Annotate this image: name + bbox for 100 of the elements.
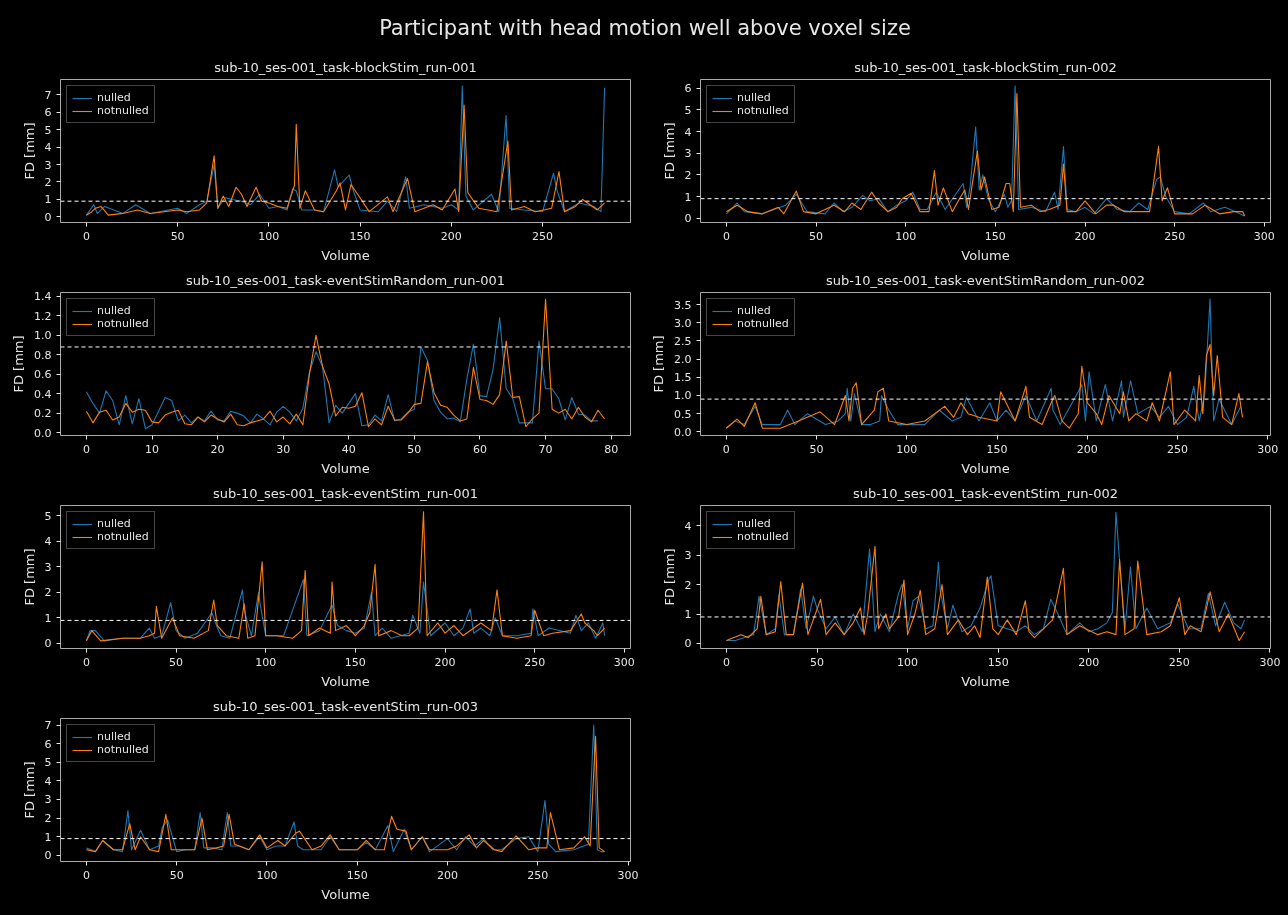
x-axis-title: Volume (961, 247, 1010, 263)
y-tick-label: 1 (684, 190, 692, 204)
legend-label: notnulled (737, 317, 789, 330)
y-tick-label: 0 (44, 210, 52, 224)
y-axis-title: FD [mm] (21, 761, 37, 819)
y-tick-label: 1 (44, 611, 52, 625)
legend-label: nulled (737, 304, 771, 317)
x-tick-label: 0 (722, 655, 730, 669)
y-tick-label: 5 (44, 756, 52, 770)
x-tick-label: 150 (987, 655, 1009, 669)
x-tick-label: 100 (897, 655, 919, 669)
x-tick-label: 250 (1167, 442, 1189, 456)
x-tick-label: 150 (349, 229, 371, 243)
x-tick-label: 200 (1078, 655, 1100, 669)
line-series (725, 545, 1246, 642)
x-tick-label: 50 (810, 655, 824, 669)
x-tick-label: 150 (346, 868, 368, 882)
x-tick-label: 200 (434, 655, 456, 669)
chart-title: sub-10_ses-001_task-eventStim_run-001 (212, 485, 479, 501)
x-axis-title: Volume (321, 247, 370, 263)
x-tick-label: 80 (604, 442, 619, 456)
y-tick-label: 1 (44, 830, 52, 844)
x-tick-label: 100 (896, 442, 918, 456)
y-tick-label: 0.2 (34, 407, 52, 421)
x-tick-label: 300 (1259, 655, 1281, 669)
y-axis-title: FD [mm] (21, 548, 37, 606)
x-tick-label: 200 (440, 229, 462, 243)
y-tick-label: 3 (44, 793, 52, 807)
y-tick-label: 4 (44, 141, 52, 155)
y-tick-label: 1.2 (34, 309, 52, 323)
x-tick-label: 200 (1076, 442, 1098, 456)
x-tick-label: 50 (407, 442, 422, 456)
chart-title: sub-10_ses-001_task-eventStim_run-002 (852, 485, 1119, 501)
y-tick-label: 1.4 (34, 290, 52, 304)
y-tick-label: 0.0 (674, 425, 692, 439)
legend-label: nulled (97, 91, 131, 104)
legend-label: nulled (737, 91, 771, 104)
y-tick-label: 0 (44, 849, 52, 863)
x-axis-title: Volume (961, 673, 1010, 689)
x-tick-label: 150 (986, 442, 1008, 456)
chart-title: sub-10_ses-001_task-blockStim_run-002 (854, 59, 1117, 75)
y-tick-label: 2 (684, 168, 692, 182)
y-tick-label: 0.6 (34, 368, 52, 382)
x-tick-label: 0 (82, 655, 90, 669)
chart-title: sub-10_ses-001_task-blockStim_run-001 (214, 59, 477, 75)
y-tick-label: 2.5 (674, 334, 692, 348)
legend-label: notnulled (737, 104, 789, 117)
x-tick-label: 250 (524, 655, 546, 669)
y-tick-label: 4 (44, 535, 52, 549)
y-tick-label: 0 (684, 637, 692, 651)
x-tick-label: 0 (82, 442, 90, 456)
y-tick-label: 1.0 (674, 389, 692, 403)
x-tick-label: 250 (1164, 229, 1186, 243)
x-tick-label: 250 (532, 229, 554, 243)
x-tick-label: 0 (722, 442, 730, 456)
line-series (85, 579, 606, 642)
y-tick-label: 7 (44, 88, 52, 102)
x-tick-label: 0 (82, 229, 90, 243)
legend-label: nulled (97, 517, 131, 530)
y-tick-label: 2 (44, 586, 52, 600)
y-tick-label: 6 (44, 737, 52, 751)
x-tick-label: 100 (895, 229, 917, 243)
x-axis-title: Volume (961, 460, 1010, 476)
y-tick-label: 3.0 (674, 316, 692, 330)
y-tick-label: 3 (44, 158, 52, 172)
y-tick-label: 0.5 (674, 407, 692, 421)
line-series (725, 343, 1244, 429)
x-tick-label: 200 (1074, 229, 1096, 243)
x-axis-title: Volume (321, 673, 370, 689)
y-tick-label: 0 (684, 212, 692, 226)
y-tick-label: 1 (684, 608, 692, 621)
x-tick-label: 50 (170, 229, 185, 243)
legend-label: notnulled (97, 530, 149, 543)
line-series (85, 511, 606, 642)
y-tick-label: 5 (44, 123, 52, 137)
y-tick-label: 6 (684, 82, 692, 96)
y-axis-title: FD [mm] (661, 548, 677, 606)
x-tick-label: 30 (276, 442, 291, 456)
y-tick-label: 2.0 (674, 353, 692, 367)
y-tick-label: 5 (684, 103, 692, 117)
x-tick-label: 300 (617, 868, 639, 882)
legend-label: nulled (737, 517, 771, 530)
y-tick-label: 0.8 (34, 348, 52, 362)
x-tick-label: 50 (809, 229, 824, 243)
x-tick-label: 150 (344, 655, 366, 669)
y-tick-label: 7 (44, 719, 52, 733)
chart-title: sub-10_ses-001_task-eventStim_run-003 (212, 698, 479, 714)
y-tick-label: 4 (684, 519, 692, 533)
x-tick-label: 150 (984, 229, 1006, 243)
x-tick-label: 20 (210, 442, 225, 456)
x-tick-label: 200 (437, 868, 459, 882)
text: Participant with head motion well above voxel size (379, 15, 911, 42)
y-tick-label: 0.4 (34, 387, 52, 401)
y-tick-label: 2 (44, 175, 52, 189)
x-tick-label: 70 (538, 442, 553, 456)
x-tick-label: 0 (82, 868, 90, 882)
x-tick-label: 250 (1168, 655, 1190, 669)
legend-label: notnulled (737, 530, 789, 543)
legend-label: nulled (97, 730, 131, 743)
legend-label: notnulled (97, 317, 149, 330)
